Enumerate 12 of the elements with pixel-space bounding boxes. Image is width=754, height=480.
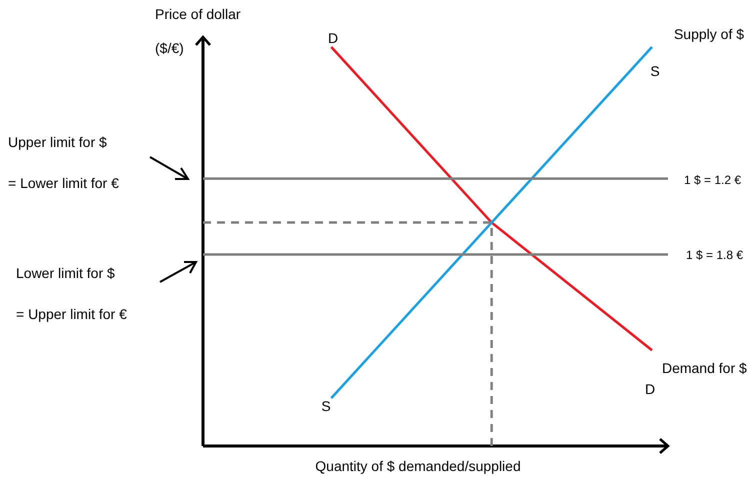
annotation: D xyxy=(644,381,656,397)
text: D xyxy=(328,30,338,46)
text: 1 $ = 1.8 € xyxy=(686,248,744,262)
series-label: Demand for $ xyxy=(662,360,747,376)
series-label: Supply of $ xyxy=(674,26,744,42)
text: Lower limit for $ = Upper limit for € xyxy=(16,265,127,322)
text: Price of dollar ($/€) xyxy=(155,6,241,56)
text: Upper limit for $ = Lower limit for € xyxy=(8,134,119,191)
text: 1 $ = 1.2 € xyxy=(684,173,742,187)
annotation: S xyxy=(650,63,660,79)
annotation: S xyxy=(321,398,331,414)
x-axis-title: Quantity of $ demanded/supplied xyxy=(315,458,521,474)
